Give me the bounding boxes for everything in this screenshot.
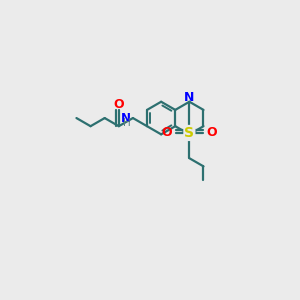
- Text: N: N: [121, 112, 130, 124]
- Text: O: O: [113, 98, 124, 111]
- Text: O: O: [207, 127, 217, 140]
- Text: S: S: [184, 126, 194, 140]
- Text: O: O: [161, 127, 172, 140]
- Text: N: N: [184, 91, 195, 104]
- Text: H: H: [123, 118, 130, 128]
